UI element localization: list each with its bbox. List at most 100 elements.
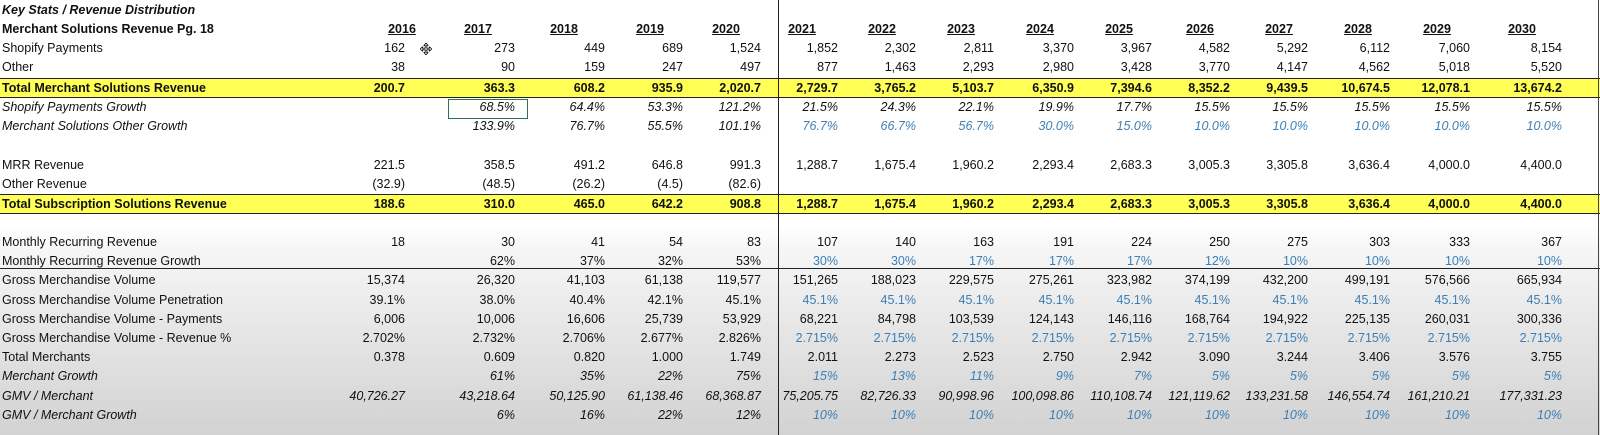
year-header[interactable]: 2023 [947, 22, 975, 36]
table-cell[interactable]: 162 [384, 41, 405, 55]
table-cell[interactable]: 188,023 [870, 273, 916, 287]
table-cell[interactable]: 10,674.5 [1341, 81, 1390, 95]
table-cell[interactable]: 22% [657, 369, 683, 383]
table-cell[interactable]: 5,103.7 [952, 81, 994, 95]
table-cell[interactable]: 100,098.86 [1011, 389, 1074, 403]
table-cell[interactable]: 3,770 [1198, 60, 1230, 74]
table-cell[interactable]: 6,112 [1359, 41, 1390, 55]
row-label[interactable]: Other [2, 60, 34, 74]
table-cell[interactable]: 19.9% [1038, 100, 1074, 114]
table-cell[interactable]: 1.000 [651, 350, 683, 364]
table-cell[interactable]: 45.1% [725, 293, 761, 307]
table-cell[interactable]: 17% [968, 254, 994, 268]
table-cell[interactable]: 1,463 [884, 60, 916, 74]
table-cell[interactable]: 2.715% [1031, 331, 1074, 345]
table-cell[interactable]: 0.609 [483, 350, 515, 364]
table-cell[interactable]: 84,798 [877, 312, 916, 326]
table-cell[interactable]: 15.5% [1272, 100, 1308, 114]
table-cell[interactable]: 10% [1282, 254, 1308, 268]
table-cell[interactable]: 4,000.0 [1428, 158, 1470, 172]
table-cell[interactable]: 10% [1048, 408, 1074, 422]
table-cell[interactable]: 6% [496, 408, 515, 422]
table-cell[interactable]: 22.1% [958, 100, 994, 114]
table-cell[interactable]: 3.576 [1438, 350, 1470, 364]
table-cell[interactable]: 26,320 [476, 273, 515, 287]
table-cell[interactable]: 5,520 [1530, 60, 1562, 74]
row-label[interactable]: GMV / Merchant [2, 389, 93, 403]
table-cell[interactable]: 2.715% [1347, 331, 1390, 345]
table-cell[interactable]: 103,539 [948, 312, 994, 326]
table-cell[interactable]: 935.9 [651, 81, 683, 95]
table-cell[interactable]: 161,210.21 [1407, 389, 1470, 403]
table-cell[interactable]: 15.5% [1526, 100, 1562, 114]
table-cell[interactable]: 3,305.8 [1266, 158, 1308, 172]
table-cell[interactable]: 10.0% [1354, 119, 1390, 133]
table-cell[interactable]: 10,006 [476, 312, 515, 326]
table-cell[interactable]: 35% [579, 369, 605, 383]
table-cell[interactable]: 300,336 [1516, 312, 1562, 326]
table-cell[interactable]: 1,524 [729, 41, 761, 55]
table-cell[interactable]: 2,293.4 [1032, 197, 1074, 211]
table-cell[interactable]: 45.1% [1116, 293, 1152, 307]
table-cell[interactable]: 7% [1133, 369, 1152, 383]
table-cell[interactable]: 121,119.62 [1168, 389, 1230, 403]
table-cell[interactable]: 45.1% [1038, 293, 1074, 307]
table-cell[interactable]: 45.1% [880, 293, 916, 307]
row-label[interactable] [2, 214, 392, 233]
table-cell[interactable]: 15.0% [1116, 119, 1152, 133]
table-cell[interactable]: 53.3% [647, 100, 683, 114]
table-cell[interactable]: 358.5 [483, 158, 515, 172]
table-cell[interactable]: 6,006 [373, 312, 405, 326]
year-header[interactable]: 2022 [868, 22, 896, 36]
table-cell[interactable]: 68.5% [479, 100, 515, 114]
table-cell[interactable]: 55.5% [647, 119, 683, 133]
table-cell[interactable]: 5% [1451, 369, 1470, 383]
table-cell[interactable]: 10% [1536, 254, 1562, 268]
table-cell[interactable]: 2.715% [1427, 331, 1470, 345]
table-cell[interactable]: 273 [494, 41, 515, 55]
year-header[interactable]: 2024 [1026, 22, 1054, 36]
table-cell[interactable]: 2,980 [1042, 60, 1074, 74]
table-cell[interactable]: (32.9) [372, 177, 405, 191]
year-header[interactable]: 2026 [1186, 22, 1214, 36]
table-cell[interactable]: 10% [890, 408, 916, 422]
table-cell[interactable]: 3,305.8 [1266, 197, 1308, 211]
table-cell[interactable]: 303 [1369, 235, 1390, 249]
table-cell[interactable]: 45.1% [1434, 293, 1470, 307]
table-cell[interactable]: 3,370 [1042, 41, 1074, 55]
row-label[interactable]: Shopify Payments Growth [2, 100, 147, 114]
row-label[interactable]: Gross Merchandise Volume - Payments [2, 312, 223, 326]
table-cell[interactable]: 75% [735, 369, 761, 383]
table-cell[interactable]: 2,729.7 [796, 81, 838, 95]
table-cell[interactable]: 18 [391, 235, 405, 249]
table-cell[interactable]: 2.523 [962, 350, 994, 364]
row-label[interactable]: GMV / Merchant Growth [2, 408, 137, 422]
table-cell[interactable]: 1.749 [729, 350, 761, 364]
table-cell[interactable]: 68,221 [799, 312, 838, 326]
year-header[interactable]: 2016 [388, 22, 416, 36]
year-header[interactable]: 2018 [550, 22, 578, 36]
table-cell[interactable]: 0.378 [373, 350, 405, 364]
year-header[interactable]: 2021 [788, 22, 816, 36]
table-cell[interactable]: 133.9% [472, 119, 515, 133]
table-cell[interactable]: 66.7% [880, 119, 916, 133]
row-label[interactable]: Gross Merchandise Volume Penetration [2, 293, 223, 307]
table-cell[interactable]: 12,078.1 [1421, 81, 1470, 95]
table-cell[interactable]: 991.3 [729, 158, 761, 172]
table-cell[interactable]: 38 [391, 60, 405, 74]
table-cell[interactable]: 5% [1211, 369, 1230, 383]
table-cell[interactable]: 2.715% [1519, 331, 1562, 345]
table-cell[interactable]: 76.7% [802, 119, 838, 133]
row-label[interactable]: Other Revenue [2, 177, 87, 191]
table-cell[interactable]: 12% [1204, 254, 1230, 268]
table-cell[interactable]: 3,005.3 [1188, 158, 1230, 172]
table-cell[interactable]: 642.2 [651, 197, 683, 211]
table-cell[interactable]: 665,934 [1516, 273, 1562, 287]
table-cell[interactable]: 45.1% [1272, 293, 1308, 307]
year-header[interactable]: 2030 [1508, 22, 1536, 36]
table-cell[interactable]: 10% [1364, 408, 1390, 422]
table-cell[interactable]: 2,683.3 [1110, 158, 1152, 172]
table-cell[interactable]: 37% [579, 254, 605, 268]
table-cell[interactable]: 225,135 [1344, 312, 1390, 326]
table-cell[interactable]: 151,265 [792, 273, 838, 287]
